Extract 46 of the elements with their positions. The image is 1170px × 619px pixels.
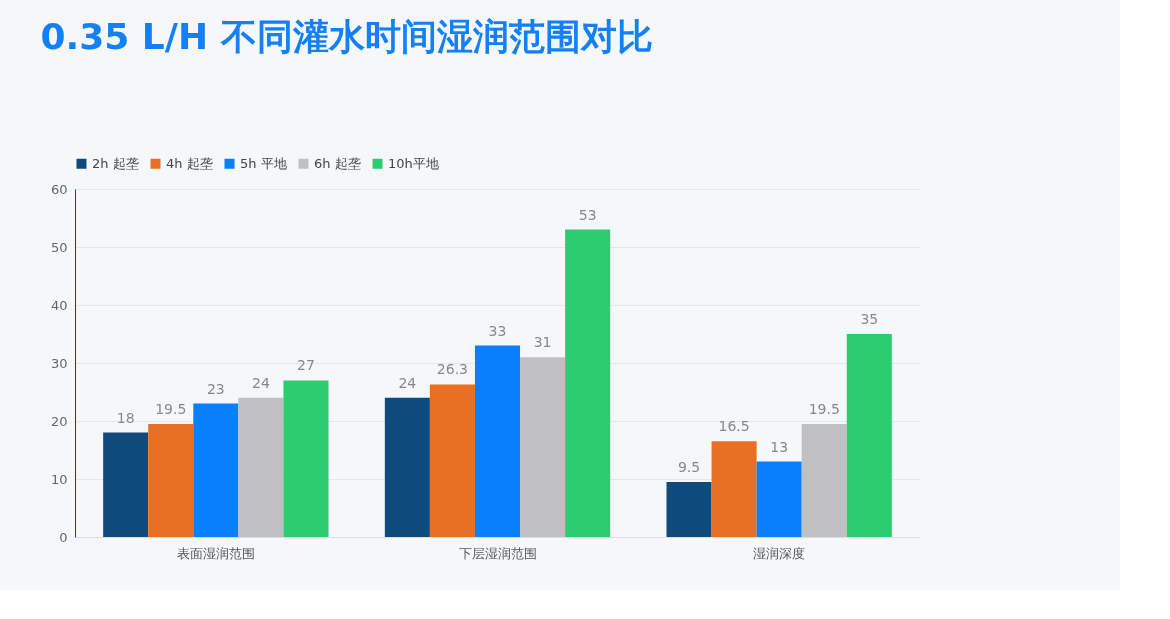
- y-tick-label: 50: [50, 239, 68, 255]
- bar: [283, 380, 329, 537]
- data-label: 27: [297, 357, 315, 374]
- data-label: 16.5: [718, 418, 750, 435]
- bar: [384, 397, 430, 537]
- bar: [711, 441, 757, 537]
- bar: [801, 423, 847, 537]
- bar: [756, 461, 802, 537]
- data-label: 23: [206, 380, 225, 397]
- y-tick-label: 40: [50, 297, 68, 313]
- legend-label: 4h 起垄: [166, 155, 213, 171]
- data-label: 19.5: [155, 400, 187, 417]
- data-label: 35: [860, 311, 879, 327]
- bar: [666, 481, 712, 537]
- legend-label: 5h 平地: [240, 155, 287, 171]
- data-label: 26.3: [436, 361, 469, 378]
- y-tick-label: 0: [59, 529, 68, 545]
- y-tick-label: 10: [50, 471, 68, 487]
- bar: [846, 334, 892, 537]
- data-label: 24: [251, 374, 270, 391]
- legend-label: 10h平地: [388, 155, 439, 171]
- bar: [103, 432, 149, 537]
- data-label: 24: [398, 374, 417, 391]
- bar: [474, 345, 521, 537]
- data-label: 18: [116, 409, 135, 426]
- y-tick-label: 60: [50, 181, 68, 197]
- data-label: 53: [578, 206, 597, 223]
- data-label: 33: [488, 322, 507, 339]
- legend-label: 6h 起垄: [314, 155, 361, 171]
- bar: [193, 403, 239, 537]
- y-tick-label: 20: [50, 413, 68, 429]
- bar: [520, 357, 566, 537]
- bar: [565, 229, 611, 537]
- y-tick-label: 30: [50, 355, 68, 371]
- bar: [148, 423, 194, 537]
- chart-title: 0.35 L/H 不同灌水时间湿润范围对比: [40, 16, 653, 57]
- bar: [238, 397, 284, 537]
- x-tick-label: 湿润深度: [753, 545, 806, 561]
- data-label: 9.5: [677, 458, 701, 475]
- bar: [429, 384, 475, 537]
- legend-label: 2h 起垄: [92, 155, 139, 171]
- data-label: 19.5: [808, 400, 840, 417]
- x-tick-label: 表面湿润范围: [176, 545, 255, 561]
- data-label: 31: [533, 334, 552, 351]
- x-tick-label: 下层湿润范围: [458, 545, 537, 561]
- data-label: 13: [770, 438, 789, 455]
